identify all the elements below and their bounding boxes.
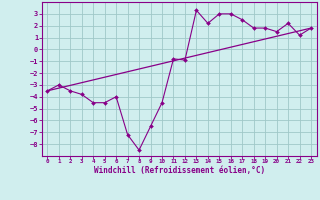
X-axis label: Windchill (Refroidissement éolien,°C): Windchill (Refroidissement éolien,°C) — [94, 166, 265, 175]
